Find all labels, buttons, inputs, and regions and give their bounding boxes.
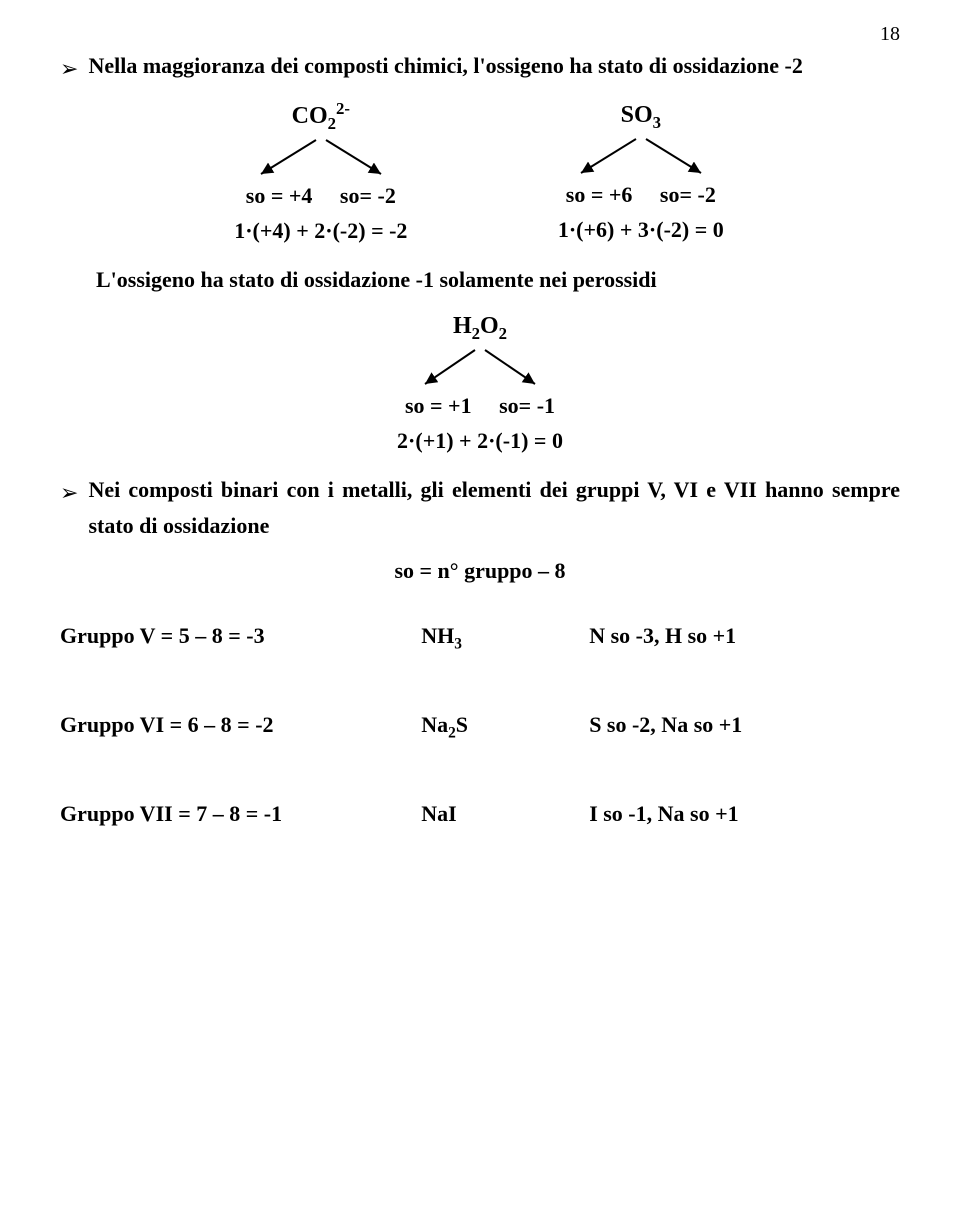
group-v-formula: NH3 (421, 618, 589, 657)
group-row-vi: Gruppo VI = 6 – 8 = -2 Na2S S so -2, Na … (60, 707, 900, 746)
co2-so-right: so= -2 (340, 183, 396, 208)
h2o2-so-left: so = +1 (405, 393, 472, 418)
so3-arrows-icon (556, 137, 726, 177)
co2-formula: CO22- (234, 96, 407, 138)
bullet-1-text: Nella maggioranza dei composti chimici, … (88, 48, 802, 83)
group-vii-so: I so -1, Na so +1 (589, 796, 900, 831)
h2o2-arrows-icon (395, 348, 565, 388)
groups-table: Gruppo V = 5 – 8 = -3 NH3 N so -3, H so … (60, 618, 900, 831)
h2o2-so-line: so = +1 so= -1 (60, 388, 900, 423)
so3-formula: SO3 (556, 96, 726, 137)
so-equation: so = n° gruppo – 8 (60, 553, 900, 588)
triangle-bullet-icon: ➢ (60, 475, 78, 510)
bullet-2-text: Nei composti binari con i metalli, gli e… (88, 472, 900, 542)
so3-block: SO3 so = +6 so= -2 1·(+6) + 3·(-2) = 0 (556, 96, 726, 248)
bullet-1b-text: L'ossigeno ha stato di ossidazione -1 so… (96, 267, 657, 292)
bullet-1: ➢ Nella maggioranza dei composti chimici… (60, 48, 900, 86)
so3-so-right: so= -2 (660, 182, 716, 207)
so3-calc: 1·(+6) + 3·(-2) = 0 (556, 212, 726, 247)
h2o2-so-right: so= -1 (499, 393, 555, 418)
group-vii-formula: NaI (421, 796, 589, 831)
group-v-eq: Gruppo V = 5 – 8 = -3 (60, 618, 421, 657)
h2o2-calc: 2·(+1) + 2·(-1) = 0 (60, 423, 900, 458)
h2o2-formula: H2O2 (60, 307, 900, 348)
so3-so-left: so = +6 (566, 182, 633, 207)
group-v-so: N so -3, H so +1 (589, 618, 900, 657)
co2-so-line: so = +4 so= -2 (234, 178, 407, 213)
group-vi-eq: Gruppo VI = 6 – 8 = -2 (60, 707, 421, 746)
co2-so-left: so = +4 (246, 183, 313, 208)
bullet-1b: L'ossigeno ha stato di ossidazione -1 so… (96, 262, 900, 297)
triangle-bullet-icon: ➢ (60, 51, 78, 86)
so3-so-line: so = +6 so= -2 (556, 177, 726, 212)
group-vi-formula: Na2S (421, 707, 589, 746)
group-row-v: Gruppo V = 5 – 8 = -3 NH3 N so -3, H so … (60, 618, 900, 657)
page-number: 18 (880, 18, 900, 50)
bullet-2: ➢ Nei composti binari con i metalli, gli… (60, 472, 900, 542)
group-row-vii: Gruppo VII = 7 – 8 = -1 NaI I so -1, Na … (60, 796, 900, 831)
co2-block: CO22- so = +4 so= -2 1·(+4) + 2·(-2) = -… (234, 96, 407, 248)
formula-row-1: CO22- so = +4 so= -2 1·(+4) + 2·(-2) = -… (160, 96, 800, 248)
h2o2-block: H2O2 so = +1 so= -1 2·(+1) + 2·(-1) = 0 (60, 307, 900, 458)
group-vi-so: S so -2, Na so +1 (589, 707, 900, 746)
co2-calc: 1·(+4) + 2·(-2) = -2 (234, 213, 407, 248)
group-vii-eq: Gruppo VII = 7 – 8 = -1 (60, 796, 421, 831)
co2-arrows-icon (236, 138, 406, 178)
